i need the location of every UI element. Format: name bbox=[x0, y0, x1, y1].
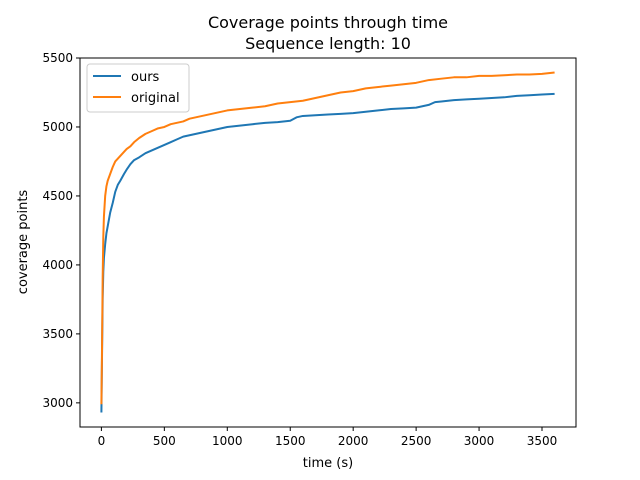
y-tick-label: 5500 bbox=[42, 51, 73, 65]
y-tick-label: 3500 bbox=[42, 327, 73, 341]
x-axis: 0 500 1000 1500 2000 2500 3000 3500 bbox=[98, 427, 558, 448]
y-axis-label: coverage points bbox=[16, 190, 31, 295]
x-tick-label: 2500 bbox=[401, 434, 432, 448]
chart-subtitle: Sequence length: 10 bbox=[245, 34, 411, 53]
plot-area bbox=[100, 71, 555, 413]
x-tick-label: 1000 bbox=[212, 434, 243, 448]
x-tick-label: 1500 bbox=[275, 434, 306, 448]
y-tick-label: 3000 bbox=[42, 396, 73, 410]
plot-frame bbox=[79, 57, 577, 428]
legend: ours original bbox=[86, 63, 190, 113]
y-tick-label: 5000 bbox=[42, 120, 73, 134]
legend-label-original: original bbox=[131, 91, 180, 106]
x-tick-label: 500 bbox=[153, 434, 176, 448]
x-tick-label: 2000 bbox=[338, 434, 369, 448]
x-axis-label: time (s) bbox=[303, 456, 353, 471]
series-line-ours bbox=[100, 92, 555, 413]
y-tick-label: 4500 bbox=[42, 189, 73, 203]
chart-title: Coverage points through time bbox=[208, 13, 448, 32]
y-tick-label: 4000 bbox=[42, 258, 73, 272]
series-line-original bbox=[100, 71, 555, 405]
y-axis: 3000 3500 4000 4500 5000 5500 bbox=[42, 51, 80, 410]
legend-label-ours: ours bbox=[131, 70, 160, 85]
x-tick-label: 0 bbox=[98, 434, 106, 448]
x-tick-label: 3500 bbox=[527, 434, 558, 448]
x-tick-label: 3000 bbox=[464, 434, 495, 448]
